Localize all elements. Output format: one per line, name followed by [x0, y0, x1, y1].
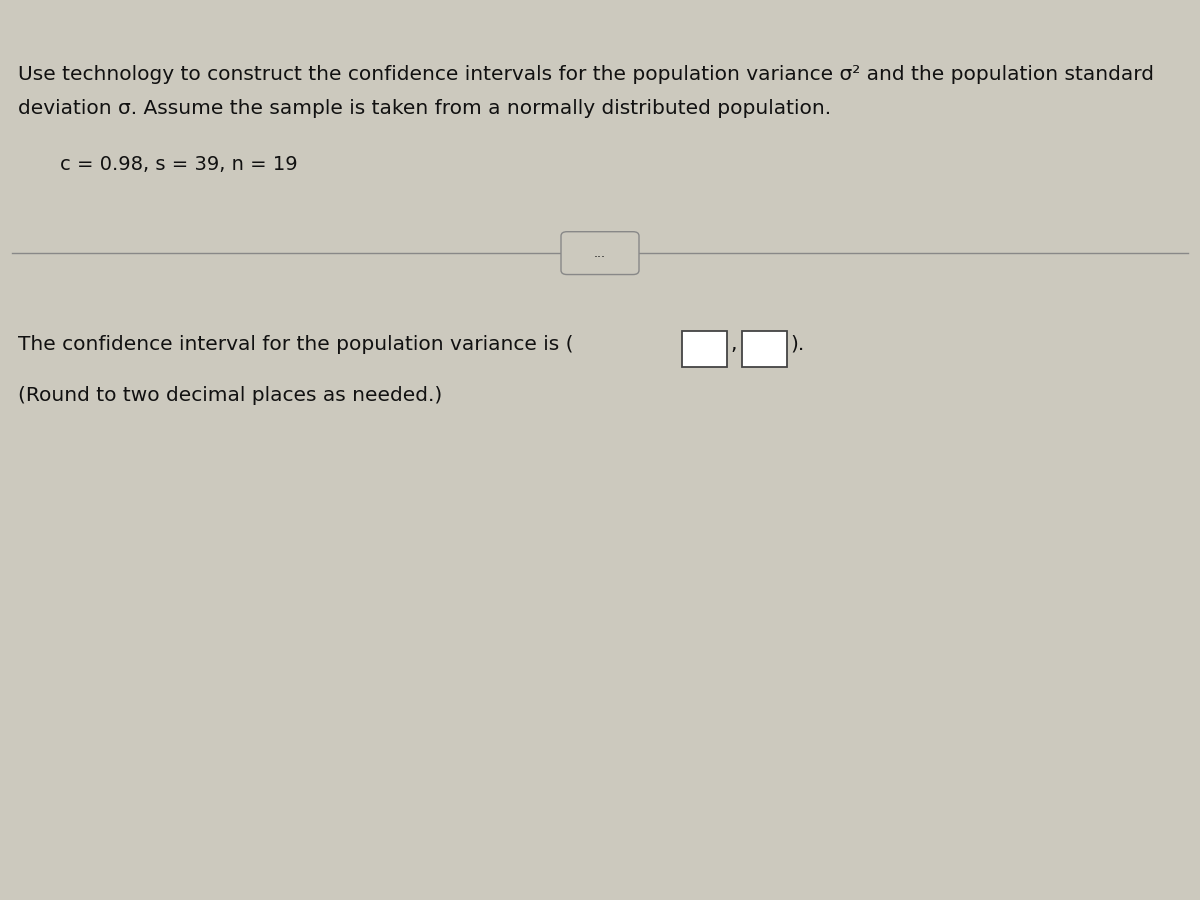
Text: Use technology to construct the confidence intervals for the population variance: Use technology to construct the confiden…: [18, 65, 1154, 84]
Bar: [682, 331, 727, 367]
Text: ...: ...: [594, 247, 606, 259]
FancyBboxPatch shape: [562, 231, 640, 274]
Text: ,: ,: [731, 335, 737, 354]
Text: c = 0.98, s = 39, n = 19: c = 0.98, s = 39, n = 19: [60, 155, 298, 174]
Text: ).: ).: [791, 335, 805, 354]
Text: deviation σ. Assume the sample is taken from a normally distributed population.: deviation σ. Assume the sample is taken …: [18, 99, 832, 118]
Text: The confidence interval for the population variance is (: The confidence interval for the populati…: [18, 335, 574, 354]
Text: (Round to two decimal places as needed.): (Round to two decimal places as needed.): [18, 386, 443, 405]
Bar: [742, 331, 787, 367]
